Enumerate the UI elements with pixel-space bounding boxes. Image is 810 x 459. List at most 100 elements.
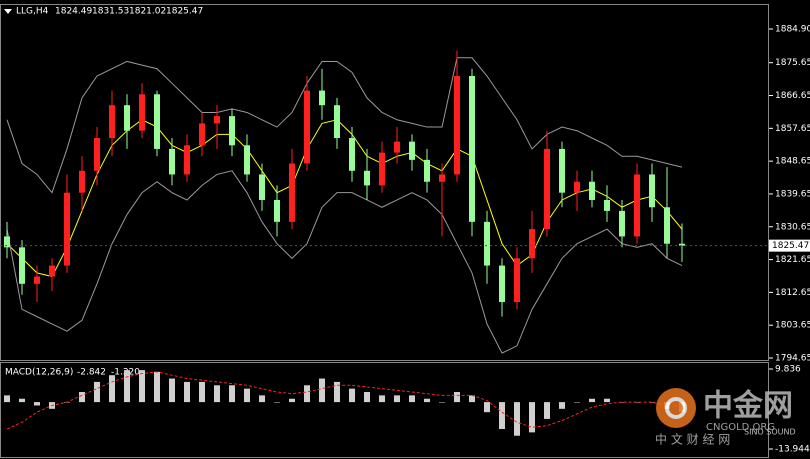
candle-body [574, 181, 580, 193]
y-tick-label: 1821.65 [775, 255, 810, 265]
symbol-marker [4, 9, 12, 14]
candle-body [559, 148, 565, 193]
macd-bar [619, 402, 625, 403]
macd-bar [634, 402, 640, 403]
watermark-logo-ring [665, 397, 687, 419]
indicator-line [6, 57, 683, 194]
candle-body [124, 105, 130, 131]
macd-bar [589, 398, 595, 403]
y-tick-label: 1812.65 [775, 288, 810, 298]
candle-body [49, 265, 55, 277]
macd-bar [514, 402, 520, 436]
candle-body [79, 170, 85, 193]
candle-body [4, 236, 10, 248]
macd-bar [34, 402, 40, 406]
macd-signal-line [6, 371, 683, 430]
y-tick-label: 1866.65 [775, 91, 810, 101]
y-tick-label: 1875.65 [775, 58, 810, 68]
macd-bar [499, 402, 505, 430]
macd-bar [259, 395, 265, 403]
macd-bar [604, 398, 610, 403]
macd-bar [334, 381, 340, 403]
macd-bar [199, 381, 205, 403]
candle-body [319, 90, 325, 106]
macd-bar [94, 381, 100, 403]
price-panel-frame [0, 4, 769, 361]
macd-bar [394, 395, 400, 403]
candle-body [379, 152, 385, 186]
candle-body [154, 94, 160, 149]
y-tick-label: 1884.90 [775, 24, 810, 34]
candle-body [334, 105, 340, 138]
candle-body [289, 163, 295, 222]
indicator-line [6, 170, 683, 354]
candle-body [544, 148, 550, 230]
candle-body [409, 141, 415, 160]
watermark: 中金网 CNGOLD.ORG SINO SOUND 中 文 财 经 网 [655, 388, 796, 447]
macd-bar [109, 375, 115, 403]
candle-body [634, 174, 640, 237]
macd-bar [574, 402, 580, 403]
macd-bar [409, 395, 415, 403]
watermark-logo [656, 388, 696, 428]
candle-body [199, 123, 205, 146]
macd-bar [244, 388, 250, 403]
macd-bar [424, 398, 430, 403]
macd-bar [19, 398, 25, 403]
macd-bar [649, 402, 655, 403]
watermark-brand: 中金网 [703, 389, 793, 424]
macd-panel-frame [0, 362, 769, 458]
chart-title: LLG,H4 [16, 7, 49, 17]
candle-body [64, 192, 70, 266]
macd-header-value: -2.842 [77, 368, 106, 378]
candle-body [604, 199, 610, 211]
candle-body [259, 174, 265, 200]
macd-bar [559, 402, 565, 409]
macd-bar [184, 381, 190, 403]
macd-bar [4, 395, 10, 403]
header-value: 1821.02 [129, 7, 166, 17]
y-tick-label: 1848.65 [775, 157, 810, 167]
macd-bar [349, 388, 355, 403]
macd-bar [529, 402, 535, 433]
candle-body [529, 229, 535, 259]
macd-bar [79, 392, 85, 403]
macd-bar [469, 395, 475, 403]
candle-body [214, 116, 220, 124]
candle-body [424, 159, 430, 182]
macd-bar [229, 385, 235, 403]
macd-bar [454, 392, 460, 403]
indicator-line [6, 119, 683, 278]
last-price-label: 1825.47 [772, 241, 809, 251]
candle-body [364, 170, 370, 186]
watermark-site: CNGOLD.ORG [706, 422, 775, 433]
macd-bar [484, 402, 490, 413]
candle-body [274, 199, 280, 222]
candle-body [679, 243, 685, 246]
last-price-box [769, 239, 810, 252]
y-tick-label: 1830.65 [775, 222, 810, 232]
candle-body [439, 174, 445, 182]
candle-body [244, 145, 250, 175]
macd-bar [124, 370, 130, 403]
y-tick-label: 1857.65 [775, 124, 810, 134]
candle-body [169, 148, 175, 175]
macd-bar [169, 378, 175, 403]
macd-bar [274, 402, 280, 403]
macd-bar [154, 371, 160, 403]
macd-y-tick-label: -13.944 [775, 445, 810, 455]
macd-bar [379, 395, 385, 403]
macd-bar [304, 385, 310, 403]
macd-bar [439, 402, 445, 403]
header-value: 1825.47 [166, 7, 203, 17]
watermark-tagline: 中 文 财 经 网 [655, 432, 730, 447]
y-tick-label: 1803.65 [775, 321, 810, 331]
macd-y-tick-label: 9.836 [775, 365, 801, 375]
candle-body [304, 90, 310, 164]
candle-body [514, 258, 520, 303]
candle-body [229, 116, 235, 146]
candle-body [34, 276, 40, 284]
macd-bar [289, 398, 295, 403]
candle-body [589, 181, 595, 200]
